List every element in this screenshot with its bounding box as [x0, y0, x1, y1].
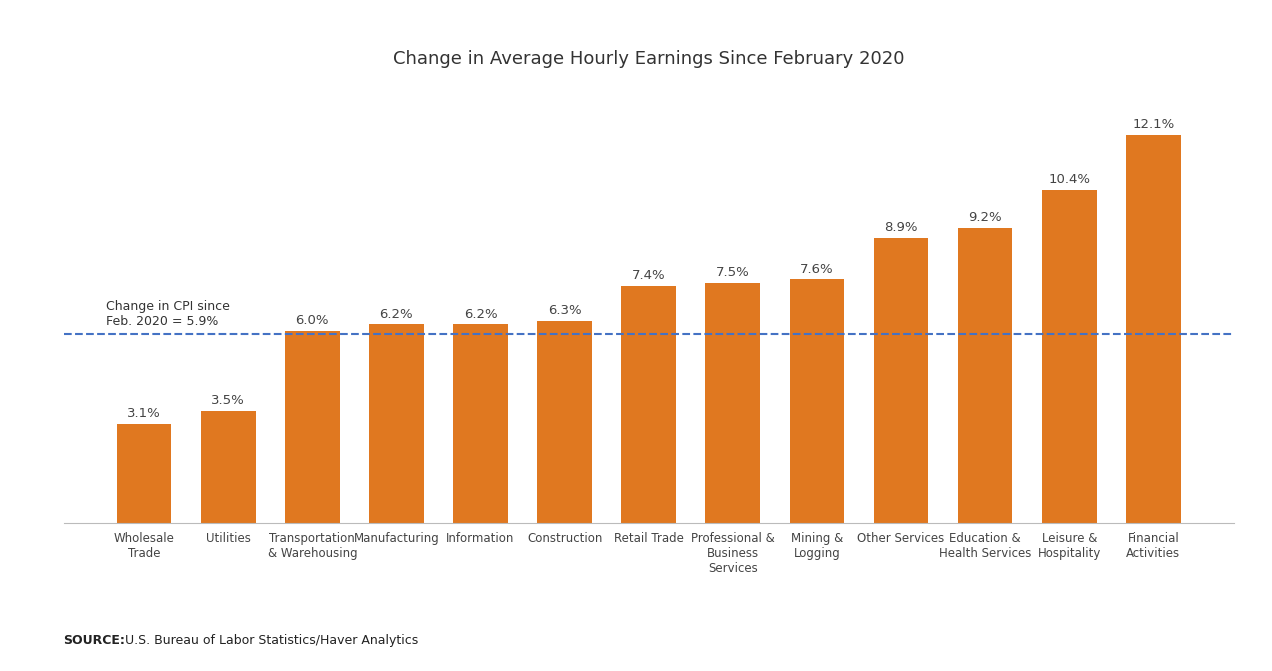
Text: Change in CPI since
Feb. 2020 = 5.9%: Change in CPI since Feb. 2020 = 5.9% [107, 300, 230, 328]
Bar [874, 238, 929, 523]
Bar [790, 280, 845, 523]
Bar [285, 331, 340, 523]
Text: 3.5%: 3.5% [211, 394, 245, 407]
Bar [369, 324, 424, 523]
Text: 3.1%: 3.1% [127, 407, 162, 420]
Text: 6.2%: 6.2% [379, 307, 413, 321]
Text: U.S. Bureau of Labor Statistics/Haver Analytics: U.S. Bureau of Labor Statistics/Haver An… [125, 634, 418, 647]
Bar [622, 286, 675, 523]
Text: 7.4%: 7.4% [632, 269, 665, 282]
Bar [117, 424, 172, 523]
Bar [706, 282, 761, 523]
Text: 6.2%: 6.2% [464, 307, 497, 321]
Text: 10.4%: 10.4% [1048, 172, 1090, 186]
Text: SOURCE:: SOURCE: [64, 634, 126, 647]
Bar [453, 324, 508, 523]
Bar [537, 321, 591, 523]
Bar [201, 411, 256, 523]
Text: 7.6%: 7.6% [800, 262, 833, 276]
Text: 9.2%: 9.2% [968, 211, 1002, 224]
Bar [1126, 135, 1180, 523]
Bar [958, 228, 1013, 523]
Text: 7.5%: 7.5% [716, 266, 749, 279]
Text: 8.9%: 8.9% [884, 221, 918, 234]
Title: Change in Average Hourly Earnings Since February 2020: Change in Average Hourly Earnings Since … [393, 50, 904, 68]
Text: 6.0%: 6.0% [295, 314, 329, 327]
Text: 12.1%: 12.1% [1132, 118, 1174, 132]
Text: 6.3%: 6.3% [548, 305, 581, 317]
Bar [1042, 190, 1096, 523]
